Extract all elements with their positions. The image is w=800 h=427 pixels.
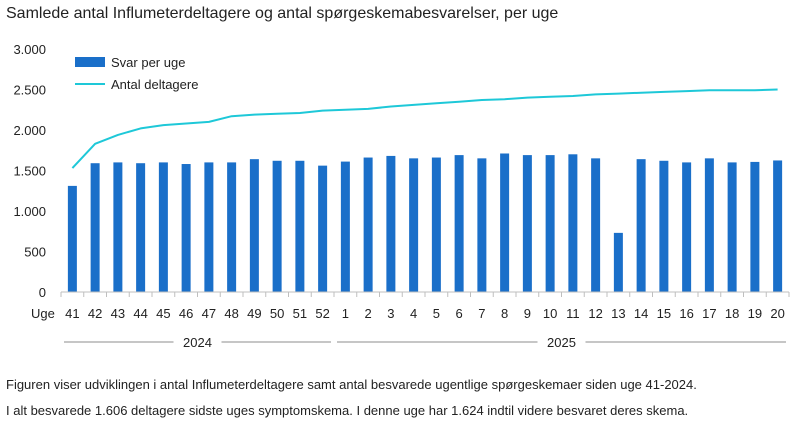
y-tick-label: 0 — [39, 285, 46, 300]
bar — [158, 162, 168, 292]
y-tick-label: 2.500 — [13, 83, 46, 98]
bar — [500, 153, 510, 292]
bar — [136, 163, 146, 292]
x-tick-label: 9 — [524, 306, 531, 321]
y-tick-label: 2.000 — [13, 123, 46, 138]
x-tick-label: 8 — [501, 306, 508, 321]
legend-label-line: Antal deltagere — [111, 77, 198, 92]
caption-line-1: Figuren viser udviklingen i antal Influm… — [6, 377, 697, 392]
chart-title: Samlede antal Influmeterdeltagere og ant… — [6, 5, 559, 22]
x-tick-label: 41 — [65, 306, 79, 321]
x-tick-label: 20 — [770, 306, 784, 321]
legend-label-bar: Svar per uge — [111, 55, 185, 70]
y-tick-label: 1.500 — [13, 164, 46, 179]
x-tick-label: 5 — [433, 306, 440, 321]
y-tick-label: 3.000 — [13, 42, 46, 57]
series-line-antal-deltagere — [71, 88, 778, 169]
bar — [227, 162, 237, 292]
x-tick-label: 3 — [387, 306, 394, 321]
x-tick-label: 49 — [247, 306, 261, 321]
bar — [568, 154, 578, 292]
year-group-label: 2024 — [183, 335, 212, 350]
bar — [113, 162, 123, 292]
x-tick-label: 7 — [478, 306, 485, 321]
x-tick-label: 16 — [679, 306, 693, 321]
bar — [659, 160, 669, 292]
bar — [318, 165, 328, 292]
bar — [454, 155, 464, 292]
x-tick-label: 50 — [270, 306, 284, 321]
bar — [90, 163, 100, 292]
x-tick-label: 45 — [156, 306, 170, 321]
bar — [545, 155, 555, 292]
bar — [249, 159, 259, 292]
bar — [386, 155, 396, 292]
bar — [750, 161, 760, 292]
x-tick-label: 6 — [456, 306, 463, 321]
x-tick-label: 42 — [88, 306, 102, 321]
x-tick-label: 17 — [702, 306, 716, 321]
x-tick-label: 10 — [543, 306, 557, 321]
x-tick-label: 47 — [202, 306, 216, 321]
x-tick-label: 46 — [179, 306, 193, 321]
x-tick-label: 4 — [410, 306, 417, 321]
year-group-label: 2025 — [547, 335, 576, 350]
bar — [704, 158, 714, 292]
bar — [272, 160, 282, 292]
bar — [613, 232, 623, 292]
x-tick-label: 51 — [293, 306, 307, 321]
bar — [522, 155, 532, 292]
bar — [773, 160, 783, 292]
bar — [682, 162, 692, 292]
x-tick-label: 48 — [224, 306, 238, 321]
x-tick-label: 19 — [748, 306, 762, 321]
x-tick-label: 15 — [657, 306, 671, 321]
bar — [181, 164, 191, 292]
bar — [636, 159, 646, 292]
bar — [340, 161, 350, 292]
bar — [431, 157, 441, 292]
y-tick-label: 500 — [24, 245, 46, 260]
x-tick-label: 13 — [611, 306, 625, 321]
x-tick-label: 14 — [634, 306, 648, 321]
bar — [295, 160, 305, 292]
x-tick-label: 12 — [588, 306, 602, 321]
x-tick-label: 2 — [365, 306, 372, 321]
bar — [591, 158, 601, 292]
bar — [363, 157, 373, 292]
bar — [67, 185, 77, 292]
x-tick-label: 1 — [342, 306, 349, 321]
y-tick-label: 1.000 — [13, 204, 46, 219]
x-tick-label: 11 — [566, 306, 580, 321]
bar — [477, 158, 487, 292]
legend-swatch-bar — [75, 57, 105, 67]
x-axis-label: Uge — [31, 306, 55, 321]
x-tick-label: 44 — [133, 306, 147, 321]
x-tick-label: 18 — [725, 306, 739, 321]
x-tick-label: 52 — [315, 306, 329, 321]
bar — [204, 162, 214, 292]
bar — [727, 162, 737, 292]
bar — [409, 158, 419, 292]
caption-line-2: I alt besvarede 1.606 deltagere sidste u… — [6, 403, 689, 418]
x-tick-label: 43 — [111, 306, 125, 321]
